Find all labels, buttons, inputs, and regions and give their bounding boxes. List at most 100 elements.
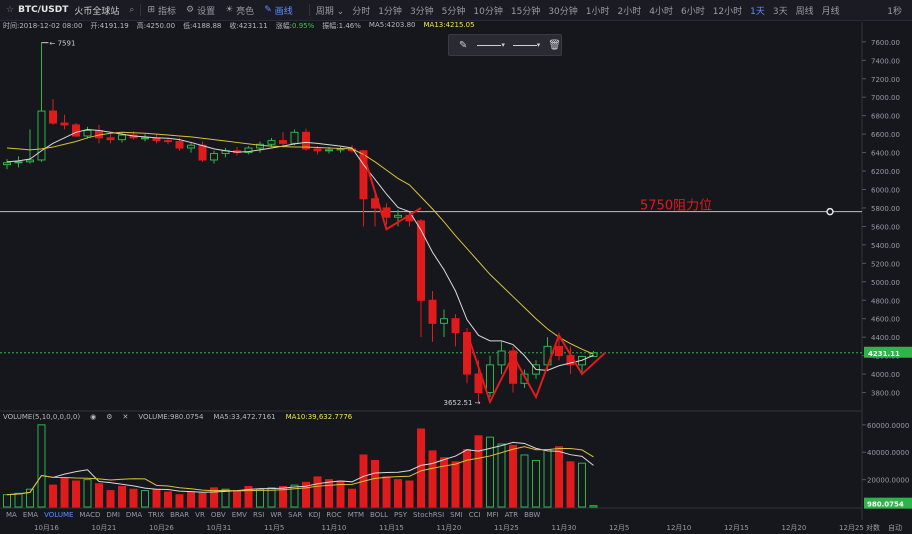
chevron-down-icon: ⌄ <box>336 6 345 17</box>
volume-ma10-line <box>6 446 594 496</box>
interval-tab[interactable]: 4小时 <box>649 6 673 17</box>
theme-button[interactable]: ☀ 亮色 <box>225 4 254 17</box>
indicator-tab[interactable]: KDJ <box>308 511 321 519</box>
refresh-rate[interactable]: 1秒 <box>887 6 902 17</box>
draw-button[interactable]: ✎ 画线 <box>264 4 293 17</box>
line-style-select[interactable] <box>477 44 502 46</box>
log-scale-toggle[interactable]: 对数 <box>866 524 880 532</box>
interval-tab[interactable]: 1小时 <box>585 6 610 17</box>
indicator-tab[interactable]: SAR <box>288 511 303 519</box>
candle-body <box>256 143 264 149</box>
pair-selector[interactable]: ☆ BTC/USDT <box>6 5 68 15</box>
volume-bar <box>141 490 149 508</box>
eye-icon[interactable]: ◉ <box>90 413 97 421</box>
interval-tab[interactable]: 周线 <box>795 6 814 17</box>
indicator-tab[interactable]: EMV <box>231 511 247 519</box>
volume-bar <box>405 480 414 508</box>
indicator-tab[interactable]: EMA <box>22 511 39 519</box>
trash-icon[interactable]: 🗑 <box>548 39 561 51</box>
gear-icon[interactable]: ⚙ <box>106 413 113 421</box>
candle-body <box>336 148 345 151</box>
interval-tab[interactable]: 分时 <box>352 6 371 17</box>
indicator-tab[interactable]: VOLUME <box>44 511 74 519</box>
date-label: 10月31 <box>206 524 232 532</box>
volume-bar <box>210 487 218 508</box>
indicator-tab[interactable]: ATR <box>504 511 519 519</box>
price-tick-label: 4400.00 <box>871 334 900 342</box>
indicator-tab[interactable]: PSY <box>394 511 407 519</box>
indicator-tab[interactable]: MTM <box>347 511 365 519</box>
candle-body <box>313 148 322 152</box>
volume-bar <box>118 485 126 508</box>
interval-tab[interactable]: 3天 <box>772 6 788 17</box>
top-toolbar: ☆ BTC/USDT 火币全球站 ⌕ ⊞ 指标 ⚙ 设置 ☀ 亮色 ✎ 画线 周期 ⌄ 分… <box>0 0 912 21</box>
candle-body <box>60 122 69 126</box>
volume-bar <box>60 477 69 508</box>
indicator-tab[interactable]: ROC <box>326 511 342 519</box>
indicator-tab[interactable]: StochRSI <box>413 511 445 519</box>
volume-value: VOLUME:980.0754 <box>138 413 204 421</box>
volume-bar <box>394 479 402 508</box>
volume-bar <box>267 487 276 508</box>
indicator-tab[interactable]: TRIX <box>148 511 165 519</box>
indicator-tab[interactable]: RSI <box>252 511 265 519</box>
ma5-line <box>6 129 594 371</box>
search-icon[interactable]: ⌕ <box>129 5 135 15</box>
settings-button[interactable]: ⚙ 设置 <box>186 4 215 17</box>
interval-tab[interactable]: 30分钟 <box>548 6 578 17</box>
interval-tab[interactable]: 月线 <box>821 6 840 17</box>
candle-body <box>486 364 494 394</box>
close-icon[interactable]: ✕ <box>122 413 129 421</box>
indicator-tab[interactable]: BOLL <box>370 511 389 519</box>
settings-label: 设置 <box>197 6 216 17</box>
drawing-toolbar: ✎ ▾ ▾ 🗑 <box>448 34 562 56</box>
volume-bar <box>520 454 529 508</box>
pencil-icon[interactable]: ✎ <box>459 39 468 51</box>
interval-tab[interactable]: 1分钟 <box>378 6 402 17</box>
date-axis: 10月16 10月21 10月26 10月31 11月5 11月10 11月15 11月20 1… <box>0 523 912 534</box>
volume-bar <box>175 494 184 508</box>
interval-tab[interactable]: 1天 <box>750 6 765 17</box>
indicator-tab[interactable]: MFI <box>486 511 499 519</box>
indicator-button[interactable]: ⊞ 指标 <box>147 4 176 17</box>
volume-bar <box>26 488 34 508</box>
candle-body <box>141 137 149 140</box>
indicator-tab[interactable]: CCI <box>468 511 481 519</box>
chevron-down-icon[interactable]: ▾ <box>501 41 505 49</box>
interval-tab[interactable]: 5分钟 <box>441 6 466 17</box>
indicator-tab[interactable]: WR <box>270 511 283 519</box>
indicator-tab[interactable]: MA <box>6 511 17 519</box>
indicator-tab[interactable]: MACD <box>79 511 101 519</box>
interval-tab[interactable]: 10分钟 <box>473 6 503 17</box>
volume-tick-label: 20000.0000 <box>867 477 909 485</box>
candle-body <box>83 129 92 137</box>
period-selector[interactable]: 周期 ⌄ <box>316 4 344 17</box>
indicator-tab[interactable]: VR <box>195 511 205 519</box>
interval-tab[interactable]: 12小时 <box>712 6 743 17</box>
auto-scale-toggle[interactable]: 自动 <box>888 524 902 532</box>
indicator-tab[interactable]: DMA <box>125 511 143 519</box>
price-tick-label: 6800.00 <box>871 113 900 121</box>
candle-body <box>325 149 333 152</box>
indicator-tab[interactable]: BRAR <box>170 511 190 519</box>
interval-tab[interactable]: 2小时 <box>617 6 642 17</box>
interval-tab[interactable]: 6小时 <box>680 6 705 17</box>
indicator-tab[interactable]: BBW <box>524 511 541 519</box>
indicator-tab[interactable]: DMI <box>106 511 120 519</box>
date-label: 10月21 <box>91 524 117 532</box>
star-icon[interactable]: ☆ <box>6 5 15 15</box>
volume-bar <box>187 491 195 508</box>
volume-bar <box>532 459 540 508</box>
chevron-down-icon[interactable]: ▾ <box>536 41 541 49</box>
line-width-select[interactable] <box>512 44 537 46</box>
indicator-tab[interactable]: SMI <box>450 511 463 519</box>
price-tick-label: 5000.00 <box>871 279 900 287</box>
interval-tab[interactable]: 15分钟 <box>510 6 541 17</box>
current-price-label: 4231.11 <box>868 350 900 358</box>
indicator-tab[interactable]: OBV <box>210 511 226 519</box>
resistance-label: 5750阻力位 <box>640 199 712 214</box>
interval-tab[interactable]: 3分钟 <box>409 6 434 17</box>
volume-params[interactable]: VOLUME(5,10,0,0,0,0) <box>3 413 81 421</box>
high-price-label: ← 7591 <box>50 40 76 48</box>
